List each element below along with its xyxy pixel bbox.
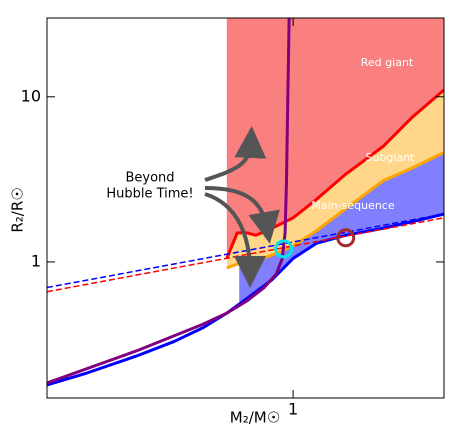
x-axis-label: M₂/M☉ (230, 409, 280, 427)
plot-frame (46, 17, 445, 399)
area (239, 152, 444, 303)
plot-area (47, 18, 444, 387)
region-label: Red giant (361, 56, 414, 69)
line (47, 217, 444, 293)
region-label: Subgiant (365, 151, 415, 164)
region-label: Main-sequence (311, 199, 394, 212)
annotation: Hubble Time! (106, 187, 193, 202)
annotation-arrows (204, 126, 280, 288)
y-axis-label: R₂/R☉ (9, 187, 27, 232)
x-tick-label: 1 (288, 400, 298, 419)
area (226, 18, 444, 259)
marker (274, 239, 294, 259)
y-tick-label: 1 (31, 251, 41, 270)
marker (336, 228, 356, 248)
y-tick-label: 10 (21, 86, 41, 105)
line (47, 213, 444, 289)
line (47, 212, 444, 387)
annotation: Beyond (125, 171, 174, 186)
line (47, 18, 291, 385)
